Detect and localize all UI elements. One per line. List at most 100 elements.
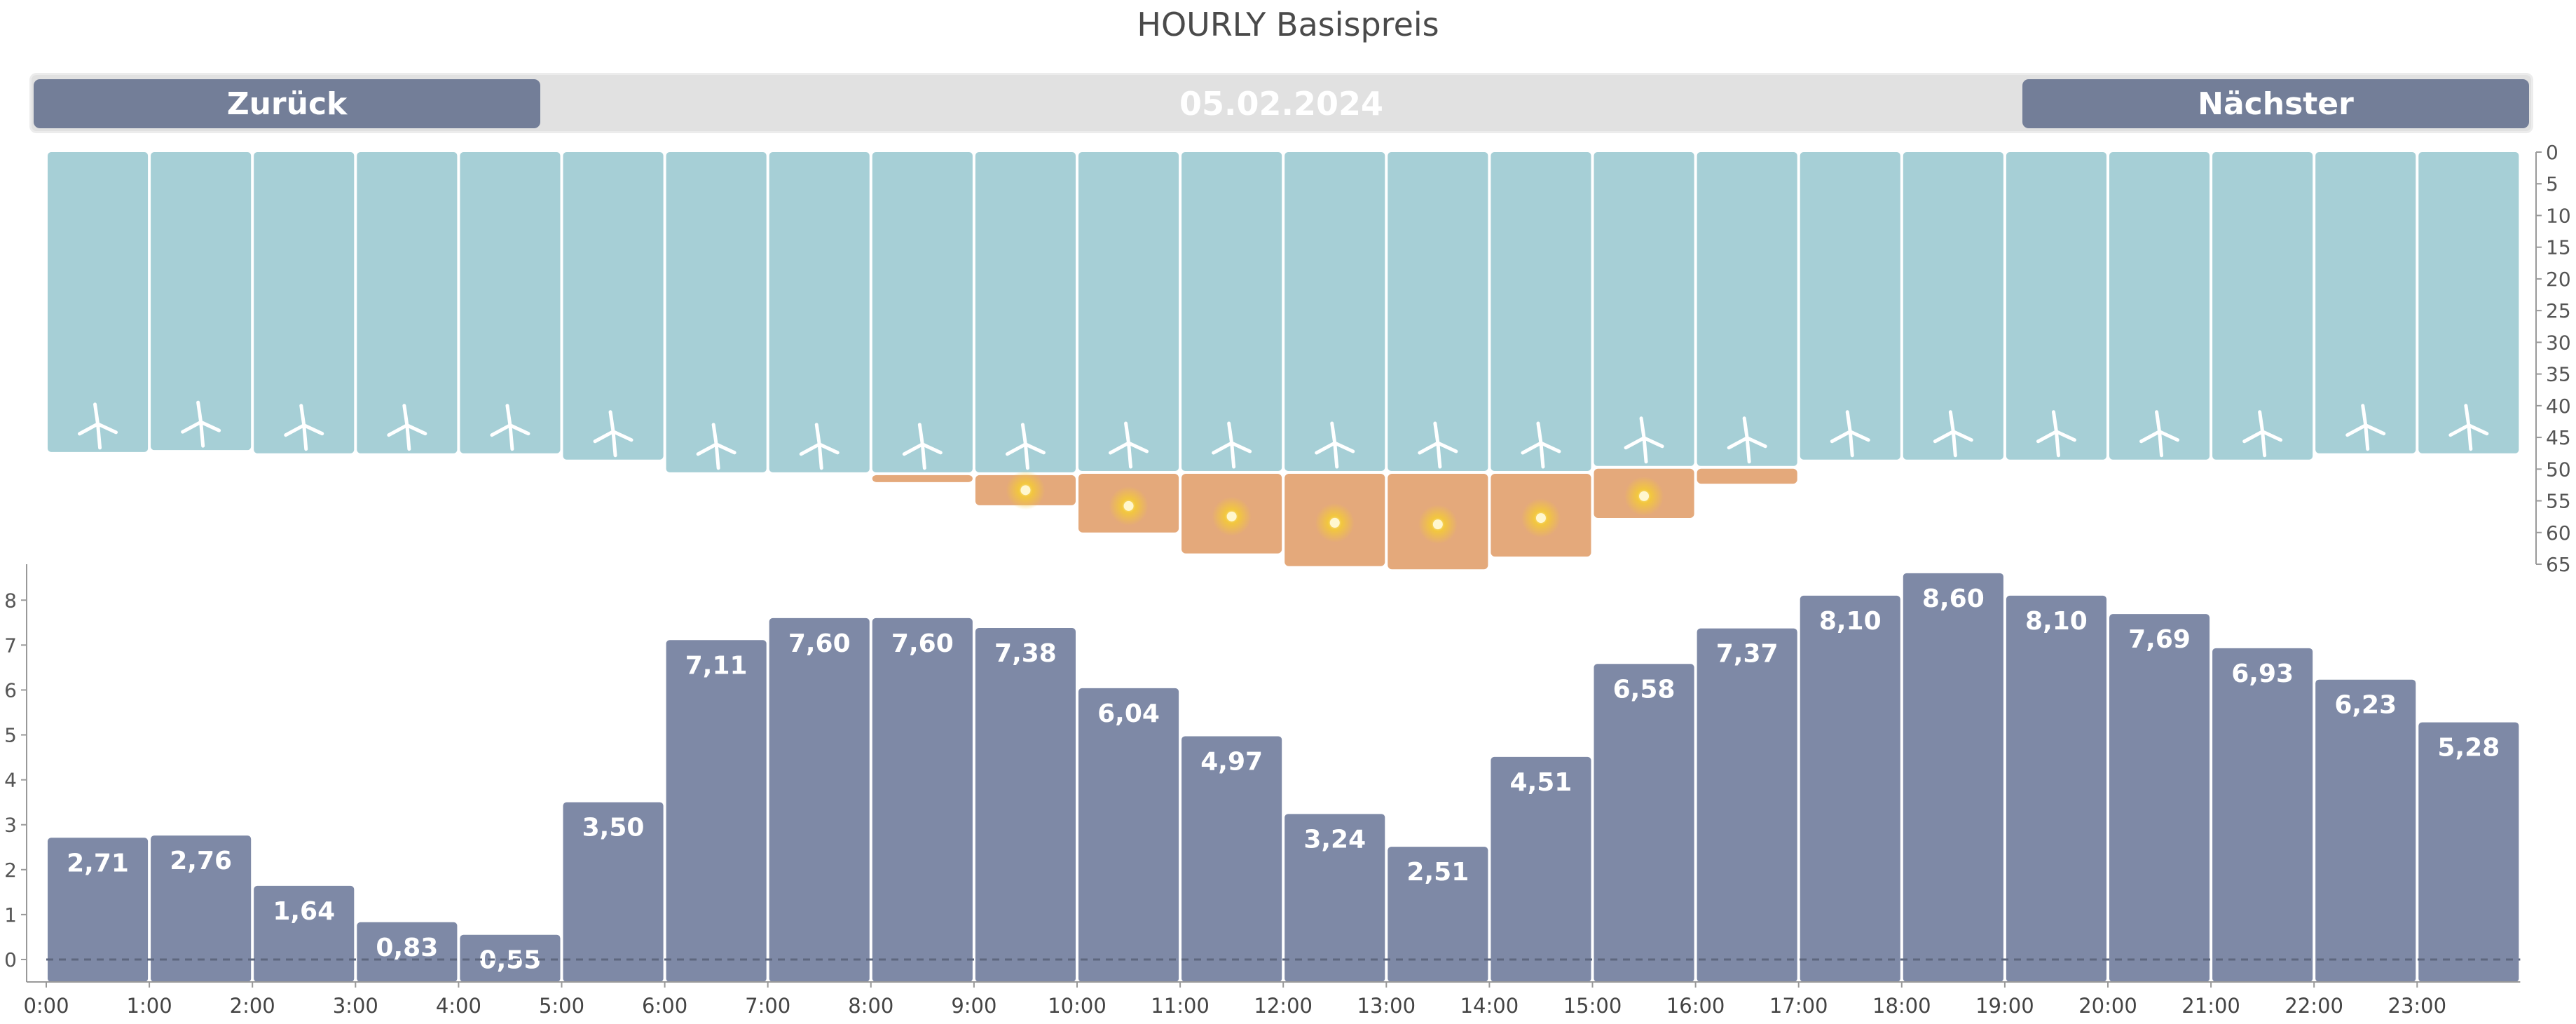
generation-y-tick-label: 65 xyxy=(2546,553,2571,576)
turbine-blade xyxy=(593,430,615,444)
turbine-blade xyxy=(508,423,530,436)
turbine-blade xyxy=(402,404,409,428)
price-y-tick-label: 7 xyxy=(4,634,17,657)
generation-y-tick-label: 20 xyxy=(2546,268,2571,291)
wind-bar xyxy=(1388,152,1488,472)
price-value-label: 6,93 xyxy=(2231,660,2294,688)
x-tick-label: 3:00 xyxy=(333,994,378,1018)
wind-turbine-icon xyxy=(1830,410,1870,458)
turbine-blade xyxy=(1830,430,1852,444)
x-tick-label: 22:00 xyxy=(2284,994,2343,1018)
price-bar xyxy=(254,885,355,982)
turbine-blade xyxy=(299,404,306,428)
price-y-tick-label: 4 xyxy=(4,769,17,792)
sun-core xyxy=(1226,511,1237,521)
wind-bar xyxy=(2006,152,2106,460)
price-value-label: 2,76 xyxy=(170,847,232,875)
turbine-blade xyxy=(711,423,718,446)
turbine-tower xyxy=(1745,436,1751,464)
price-bar xyxy=(1078,688,1179,982)
turbine-blade xyxy=(1933,430,1955,444)
wind-bar xyxy=(1800,152,1900,460)
price-value-label: 8,10 xyxy=(1819,607,1882,636)
turbine-blade xyxy=(2155,410,2162,434)
sun-icon xyxy=(1315,503,1355,542)
turbine-tower xyxy=(1127,441,1133,469)
turbine-blade xyxy=(1005,442,1027,456)
wind-bar xyxy=(1078,152,1179,472)
x-tick-label: 11:00 xyxy=(1151,994,1210,1018)
price-bar xyxy=(2006,595,2106,982)
turbine-blade xyxy=(181,420,203,434)
turbine-blade xyxy=(196,400,203,424)
turbine-blade xyxy=(920,442,943,455)
previous-day-button[interactable]: Zurück xyxy=(34,79,540,128)
sun-icon xyxy=(1109,486,1149,526)
price-y-tick-label: 5 xyxy=(4,724,17,747)
turbine-blade xyxy=(284,423,306,437)
wind-bar xyxy=(975,152,1076,472)
generation-y-tick-label: 55 xyxy=(2546,490,2571,513)
wind-bar xyxy=(1594,152,1694,466)
turbine-blade xyxy=(1639,416,1646,440)
x-tick-label: 17:00 xyxy=(1769,994,1828,1018)
wind-turbine-icon xyxy=(1521,421,1561,469)
x-tick-label: 13:00 xyxy=(1357,994,1416,1018)
wind-bar xyxy=(666,152,767,472)
turbine-blade xyxy=(2242,430,2265,444)
price-y-tick-label: 0 xyxy=(4,948,17,971)
wind-turbine-icon xyxy=(2448,404,2489,451)
wind-turbine-icon xyxy=(2345,404,2386,451)
price-bar xyxy=(357,922,458,982)
price-value-label: 7,60 xyxy=(788,629,851,658)
turbine-tower xyxy=(199,420,205,448)
turbine-blade xyxy=(93,402,100,426)
turbine-blade xyxy=(387,423,409,437)
generation-y-tick-label: 35 xyxy=(2546,363,2571,386)
sun-icon xyxy=(1212,496,1252,536)
price-bar xyxy=(48,838,149,982)
turbine-blade xyxy=(1020,423,1027,446)
price-y-tick-label: 3 xyxy=(4,814,17,837)
wind-turbine-icon xyxy=(1418,421,1458,469)
solar-bar xyxy=(872,475,973,482)
generation-y-tick-label: 15 xyxy=(2546,236,2571,259)
turbine-blade xyxy=(2158,430,2180,442)
wind-turbine-icon xyxy=(1315,421,1355,469)
sun-icon xyxy=(1418,505,1458,545)
price-bar xyxy=(872,617,973,982)
wind-bar xyxy=(769,152,870,472)
turbine-tower xyxy=(1539,441,1545,469)
x-tick-label: 10:00 xyxy=(1048,994,1107,1018)
turbine-blade xyxy=(1315,441,1337,455)
price-bar xyxy=(1594,664,1694,982)
turbine-blade xyxy=(2464,404,2471,428)
x-tick-label: 15:00 xyxy=(1563,994,1622,1018)
turbine-blade xyxy=(1521,441,1543,455)
turbine-blade xyxy=(1212,441,1234,455)
wind-bar xyxy=(460,152,561,453)
turbine-blade xyxy=(96,422,118,435)
price-value-label: 2,71 xyxy=(67,849,129,878)
price-bar xyxy=(1181,736,1282,982)
x-tick-label: 8:00 xyxy=(848,994,893,1018)
turbine-blade xyxy=(2467,423,2489,436)
price-bar xyxy=(1491,756,1591,982)
turbine-blade xyxy=(608,410,615,434)
wind-turbine-icon xyxy=(2242,410,2283,458)
turbine-blade xyxy=(714,442,737,455)
sun-core xyxy=(1432,519,1443,530)
next-day-button[interactable]: Nächster xyxy=(2022,79,2529,128)
wind-turbine-icon xyxy=(902,423,943,470)
price-value-label: 6,23 xyxy=(2334,691,2397,720)
turbine-blade xyxy=(1624,436,1646,450)
wind-turbine-icon xyxy=(2139,410,2180,458)
wind-turbine-icon xyxy=(799,423,840,470)
turbine-blade xyxy=(1330,421,1337,445)
sun-core xyxy=(1639,491,1650,501)
price-bar xyxy=(460,934,561,982)
x-tick-label: 4:00 xyxy=(436,994,481,1018)
turbine-blade xyxy=(611,430,633,442)
wind-turbine-icon xyxy=(1005,423,1046,470)
